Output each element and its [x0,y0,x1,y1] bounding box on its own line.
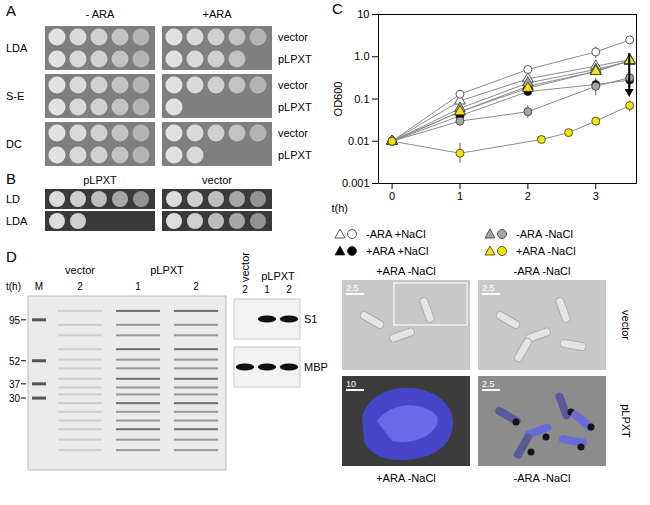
svg-text:vector: vector [239,252,251,282]
svg-text:vector: vector [620,310,632,340]
svg-text:+ARA -NaCl: +ARA -NaCl [516,245,576,257]
svg-text:+ARA +NaCl: +ARA +NaCl [366,245,428,257]
svg-text:vector: vector [278,127,308,139]
svg-text:- ARA: - ARA [86,8,115,20]
svg-text:pLPXT: pLPXT [83,174,117,186]
svg-text:30: 30 [9,393,21,404]
svg-text:MBP: MBP [304,361,328,373]
svg-text:pLPXT: pLPXT [278,149,312,161]
svg-text:pLPXT: pLPXT [278,101,312,113]
svg-text:+ARA -NaCl: +ARA -NaCl [376,265,436,277]
svg-text:95: 95 [9,315,21,326]
svg-text:3: 3 [593,190,599,202]
svg-text:LDA: LDA [6,215,28,227]
svg-text:1.0: 1.0 [354,50,369,62]
svg-text:1: 1 [135,281,141,292]
svg-text:2: 2 [193,281,199,292]
svg-text:pLPXT: pLPXT [261,270,295,282]
svg-text:1: 1 [264,284,270,295]
svg-text:pLPXT: pLPXT [620,404,632,438]
svg-text:52: 52 [9,356,21,367]
svg-text:0.01: 0.01 [348,135,369,147]
svg-text:0.1: 0.1 [354,93,369,105]
svg-text:A: A [6,2,16,19]
svg-text:2.5: 2.5 [346,283,359,293]
svg-text:C: C [332,0,343,17]
svg-text:-ARA +NaCl: -ARA +NaCl [366,228,426,240]
svg-text:DC: DC [6,138,22,150]
svg-text:D: D [6,248,17,265]
svg-text:LDA: LDA [6,42,28,54]
svg-text:2.5: 2.5 [482,379,495,389]
svg-text:0: 0 [389,190,395,202]
svg-text:+ARA: +ARA [202,8,232,20]
svg-text:S1: S1 [304,313,317,325]
svg-text:pLPXT: pLPXT [278,53,312,65]
svg-text:10: 10 [357,8,369,20]
svg-text:0.001: 0.001 [342,177,370,189]
svg-text:B: B [6,170,16,187]
svg-text:-ARA -NaCl: -ARA -NaCl [516,228,573,240]
svg-text:vector: vector [65,264,95,276]
svg-text:OD600: OD600 [332,82,344,117]
svg-text:S-E: S-E [6,90,24,102]
svg-text:37: 37 [9,379,21,390]
svg-text:vector: vector [278,79,308,91]
svg-text:t(h): t(h) [6,281,21,292]
svg-text:+ARA -NaCl: +ARA -NaCl [376,472,436,484]
svg-text:1: 1 [457,190,463,202]
svg-text:vector: vector [278,31,308,43]
svg-text:-ARA -NaCl: -ARA -NaCl [514,265,571,277]
svg-text:M: M [35,281,43,292]
svg-text:2: 2 [286,284,292,295]
svg-text:2.5: 2.5 [482,283,495,293]
svg-text:vector: vector [202,174,232,186]
svg-text:2: 2 [525,190,531,202]
svg-text:2: 2 [77,281,83,292]
svg-text:pLPXT: pLPXT [150,264,184,276]
svg-text:2: 2 [242,284,248,295]
svg-text:10: 10 [346,379,356,389]
svg-text:t(h): t(h) [332,202,349,214]
svg-text:-ARA -NaCl: -ARA -NaCl [514,472,571,484]
svg-text:LD: LD [6,193,20,205]
